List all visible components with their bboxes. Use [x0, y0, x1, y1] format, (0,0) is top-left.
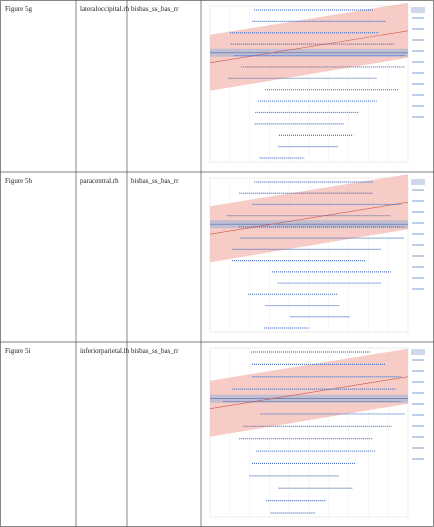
fit-line: [209, 201, 409, 235]
variable-name: bisbas_ss_bas_rr: [131, 177, 179, 185]
region-name: paracentral.rh: [80, 177, 119, 185]
figure-label: Figure 5h: [5, 177, 33, 185]
variable-name: bisbas_ss_bas_rr: [131, 5, 179, 13]
legend-box: [411, 349, 425, 355]
figure-label: Figure 5g: [5, 5, 33, 13]
variable-name: bisbas_ss_bas_rr: [131, 347, 179, 355]
fit-line: [209, 30, 409, 64]
fit-line: [209, 376, 409, 409]
figure-label: Figure 5i: [5, 347, 31, 355]
region-name: inferiorparietal.lh: [80, 347, 130, 355]
legend-box: [411, 7, 425, 13]
legend-box: [411, 179, 425, 185]
region-name: lateraloccipital.rh: [80, 5, 130, 13]
